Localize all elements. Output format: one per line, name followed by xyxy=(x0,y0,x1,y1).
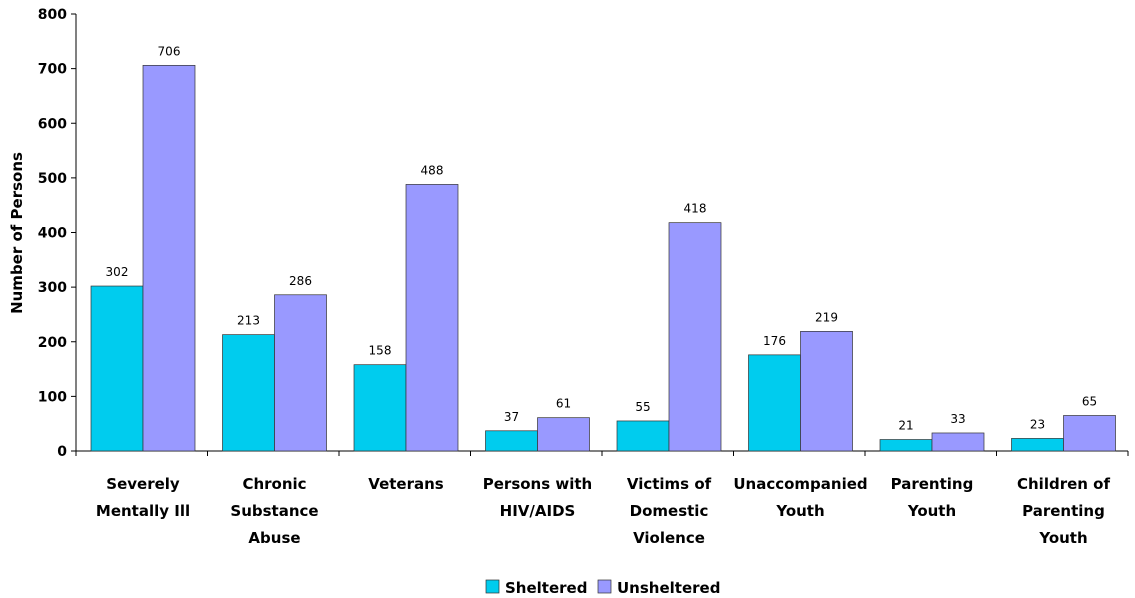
bar-unsheltered xyxy=(1063,415,1116,452)
data-label-sheltered: 37 xyxy=(504,410,519,424)
data-label-unsheltered: 418 xyxy=(684,202,707,216)
category-label: Youth xyxy=(1038,529,1087,547)
bar-sheltered xyxy=(90,285,144,452)
y-tick-label: 400 xyxy=(38,226,67,242)
data-label-unsheltered: 488 xyxy=(421,163,444,177)
bar-sheltered xyxy=(748,354,801,452)
data-label-sheltered: 23 xyxy=(1030,417,1045,431)
bar-sheltered xyxy=(485,430,538,452)
bar-unsheltered xyxy=(668,222,722,452)
legend-label-unsheltered: Unsheltered xyxy=(617,579,720,597)
data-label-unsheltered: 286 xyxy=(289,274,312,288)
data-label-sheltered: 21 xyxy=(898,419,913,433)
y-axis-label: Number of Persons xyxy=(8,152,26,314)
category-label: Persons with xyxy=(483,475,592,493)
bar-sheltered xyxy=(616,420,670,452)
data-label-sheltered: 158 xyxy=(369,344,392,358)
y-tick-label: 600 xyxy=(38,116,67,132)
category-label: Youth xyxy=(775,502,824,520)
bar-unsheltered xyxy=(142,64,196,452)
category-label: Veterans xyxy=(368,475,444,493)
data-label-unsheltered: 706 xyxy=(158,44,181,58)
legend-swatch-unsheltered xyxy=(597,579,612,594)
bar-sheltered xyxy=(879,439,933,452)
y-tick-label: 0 xyxy=(57,444,67,460)
y-tick-label: 100 xyxy=(38,389,67,405)
data-labels: 302 706 213 286 158 488 37 61 55 418 176 219 21 33 23 6… xyxy=(106,44,1098,432)
data-label-unsheltered: 33 xyxy=(950,412,965,426)
bar-unsheltered xyxy=(800,331,853,452)
bar-unsheltered xyxy=(931,432,985,452)
bar-sheltered xyxy=(222,334,275,452)
category-label: Substance xyxy=(230,502,318,520)
data-label-unsheltered: 65 xyxy=(1082,394,1097,408)
category-label: HIV/AIDS xyxy=(500,502,576,520)
y-tick-label: 700 xyxy=(38,62,67,78)
legend-swatch-sheltered xyxy=(485,579,500,594)
category-label: Severely xyxy=(106,475,180,493)
category-label: Abuse xyxy=(248,529,300,547)
category-label: Chronic xyxy=(242,475,306,493)
category-label: Victims of xyxy=(627,475,712,493)
data-label-sheltered: 176 xyxy=(763,334,786,348)
data-label-sheltered: 213 xyxy=(237,314,260,328)
category-label: Parenting xyxy=(1022,502,1105,520)
legend: Sheltered Unsheltered xyxy=(485,579,720,597)
category-label: Domestic xyxy=(630,502,709,520)
bar-unsheltered xyxy=(274,294,327,452)
y-tick-label: 300 xyxy=(38,280,67,296)
y-tick-label: 200 xyxy=(38,335,67,351)
category-label: Mentally Ill xyxy=(96,502,190,520)
y-tick-label: 500 xyxy=(38,171,67,187)
category-label: Violence xyxy=(633,529,705,547)
data-label-unsheltered: 219 xyxy=(815,310,838,324)
category-label: Youth xyxy=(907,502,956,520)
y-tick-label: 800 xyxy=(38,7,67,23)
category-label: Children of xyxy=(1017,475,1110,493)
bar-sheltered xyxy=(353,364,407,452)
category-labels: Severely Mentally Ill Chronic Substance Abus… xyxy=(96,475,1111,547)
data-label-sheltered: 302 xyxy=(106,265,129,279)
legend-label-sheltered: Sheltered xyxy=(505,579,587,597)
bar-unsheltered xyxy=(405,184,459,452)
category-label: Parenting xyxy=(891,475,974,493)
axes: 0 100 200 300 400 500 600 700 800 xyxy=(38,7,1129,460)
bar-unsheltered xyxy=(537,417,590,452)
data-label-sheltered: 55 xyxy=(635,400,650,414)
data-label-unsheltered: 61 xyxy=(556,397,571,411)
category-label: Unaccompanied xyxy=(733,475,867,493)
bar-sheltered xyxy=(1011,438,1064,452)
bars xyxy=(90,64,1116,452)
